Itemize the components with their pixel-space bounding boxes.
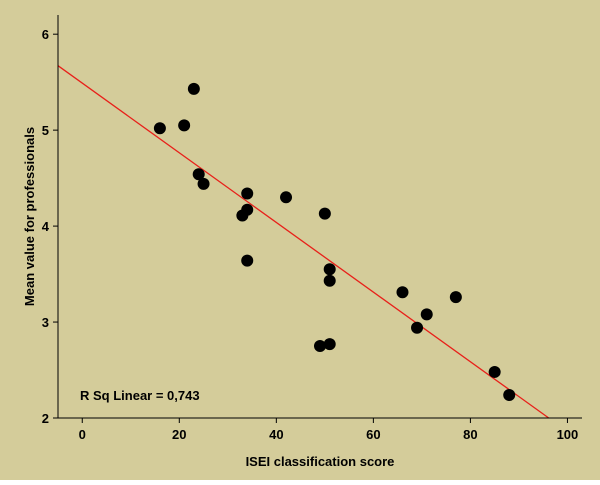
data-point xyxy=(449,291,462,304)
y-tick-label: 5 xyxy=(42,123,49,138)
x-tick-label: 20 xyxy=(172,427,186,442)
data-point xyxy=(197,177,210,190)
y-tick-label: 2 xyxy=(42,411,49,426)
data-point xyxy=(178,119,191,132)
data-point xyxy=(396,286,409,299)
regression-line xyxy=(57,65,550,419)
data-point xyxy=(323,338,336,351)
y-tick-label: 4 xyxy=(42,219,50,234)
x-axis-label: ISEI classification score xyxy=(246,454,395,469)
data-point xyxy=(192,168,205,181)
data-point xyxy=(153,122,166,135)
data-point xyxy=(323,263,336,276)
data-point xyxy=(318,207,331,220)
data-point xyxy=(280,191,293,204)
y-tick-label: 3 xyxy=(42,315,49,330)
data-point xyxy=(323,274,336,287)
y-tick-label: 6 xyxy=(42,27,49,42)
y-axis-label: Mean value for professionals xyxy=(22,127,37,306)
data-point xyxy=(411,321,424,334)
data-point xyxy=(314,340,326,353)
data-point xyxy=(503,388,516,401)
x-tick-label: 100 xyxy=(557,427,579,442)
x-tick-label: 60 xyxy=(366,427,380,442)
x-tick-label: 0 xyxy=(79,427,86,442)
data-point xyxy=(241,203,254,216)
data-point xyxy=(420,308,433,321)
data-point xyxy=(488,365,501,378)
r-squared-annotation: R Sq Linear = 0,743 xyxy=(80,388,200,403)
x-tick-label: 80 xyxy=(463,427,477,442)
data-point xyxy=(241,187,254,200)
data-point xyxy=(187,82,200,95)
x-tick-label: 40 xyxy=(269,427,283,442)
data-point xyxy=(241,254,254,267)
